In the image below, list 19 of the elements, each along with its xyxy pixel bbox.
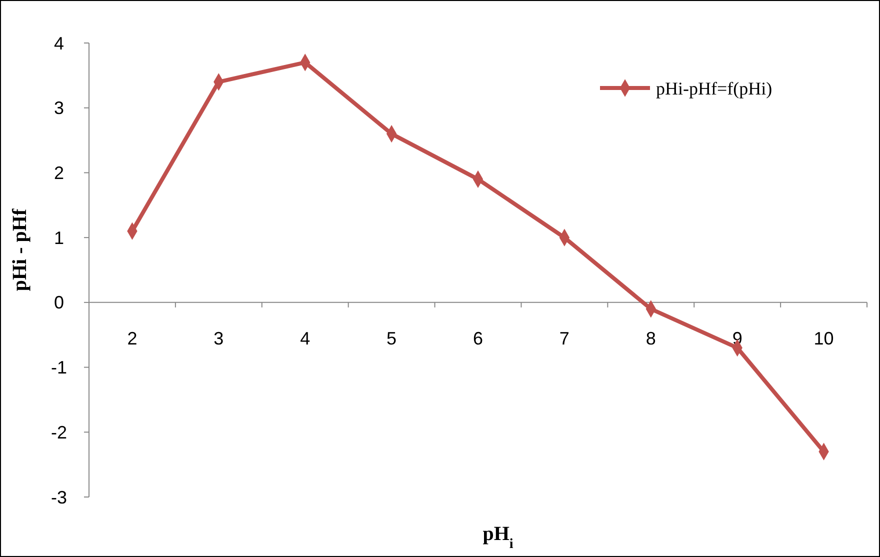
x-tick-label: 5 [386, 328, 397, 348]
x-tick-label: 2 [127, 328, 138, 348]
y-tick-label: 1 [54, 228, 64, 248]
legend-label: pHi-pHf=f(pHi) [656, 78, 772, 98]
y-tick-label: 4 [54, 33, 64, 54]
y-tick-label: -3 [50, 487, 68, 508]
x-tick-label: 10 [814, 328, 834, 348]
x-tick-label: 6 [472, 328, 484, 348]
x-axis-title: pH$_{i}$ [482, 523, 514, 552]
x-tick-label: 3 [214, 328, 224, 348]
y-tick-label: 2 [54, 163, 64, 184]
x-tick-label: 7 [559, 328, 570, 348]
y-tick-label: 3 [54, 98, 64, 118]
x-tick-label: 4 [300, 328, 310, 348]
y-tick-label: 0 [54, 292, 64, 313]
y-tick-label: -1 [50, 358, 68, 378]
y-axis-title: pHi - pHf [9, 208, 31, 292]
x-tick-label: 8 [646, 328, 656, 348]
y-tick-label: -2 [50, 422, 68, 442]
